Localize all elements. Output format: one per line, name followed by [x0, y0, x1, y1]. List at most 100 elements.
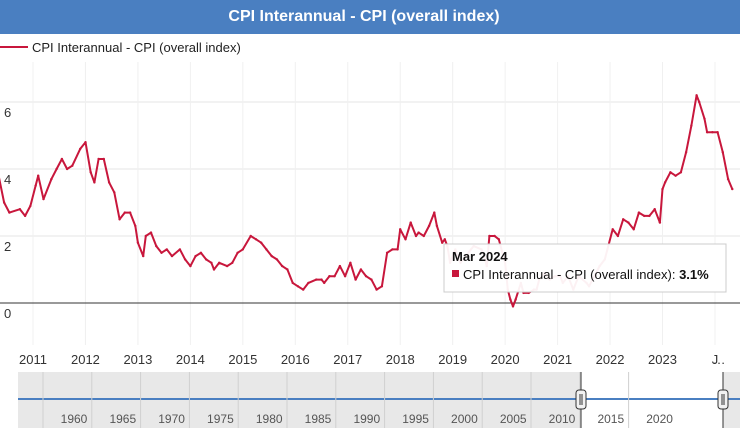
data-point[interactable]	[65, 167, 69, 171]
data-point[interactable]	[275, 258, 279, 261]
data-point[interactable]	[661, 187, 664, 191]
data-point[interactable]	[29, 204, 32, 208]
data-point[interactable]	[286, 268, 289, 271]
data-point[interactable]	[34, 184, 37, 187]
data-point[interactable]	[128, 211, 132, 214]
data-point[interactable]	[165, 248, 168, 251]
data-point[interactable]	[698, 100, 701, 104]
data-point[interactable]	[178, 248, 182, 251]
data-point[interactable]	[315, 278, 318, 281]
data-point[interactable]	[370, 278, 373, 281]
data-point[interactable]	[204, 258, 208, 261]
data-point[interactable]	[695, 94, 698, 97]
data-point[interactable]	[375, 288, 378, 291]
data-point[interactable]	[643, 214, 646, 218]
data-point[interactable]	[281, 264, 284, 268]
data-point[interactable]	[212, 268, 216, 271]
data-point[interactable]	[441, 241, 444, 244]
data-point[interactable]	[225, 264, 229, 268]
data-point[interactable]	[422, 234, 425, 238]
data-point[interactable]	[2, 201, 6, 204]
data-point[interactable]	[509, 298, 512, 301]
data-point[interactable]	[514, 298, 517, 301]
data-point[interactable]	[189, 264, 192, 268]
data-point[interactable]	[333, 275, 336, 278]
data-point[interactable]	[149, 231, 153, 234]
data-point[interactable]	[142, 254, 145, 258]
data-point[interactable]	[653, 208, 656, 211]
data-point[interactable]	[270, 254, 273, 258]
data-point[interactable]	[338, 264, 342, 268]
navigator-right-handle[interactable]	[717, 389, 729, 410]
data-point[interactable]	[118, 218, 121, 221]
data-point[interactable]	[134, 224, 137, 228]
data-point[interactable]	[231, 261, 234, 264]
data-point[interactable]	[409, 221, 412, 224]
data-point[interactable]	[349, 261, 352, 264]
data-point[interactable]	[354, 278, 357, 281]
data-point[interactable]	[265, 248, 268, 251]
data-point[interactable]	[236, 251, 239, 254]
data-point[interactable]	[404, 238, 407, 241]
data-point[interactable]	[8, 211, 11, 214]
data-point[interactable]	[113, 191, 116, 194]
data-point[interactable]	[637, 211, 641, 214]
data-point[interactable]	[71, 164, 74, 167]
data-point[interactable]	[84, 141, 87, 144]
data-point[interactable]	[690, 124, 693, 127]
data-point[interactable]	[42, 197, 45, 201]
data-point[interactable]	[18, 208, 22, 211]
data-point[interactable]	[160, 251, 163, 254]
data-point[interactable]	[307, 281, 310, 285]
data-point[interactable]	[136, 241, 140, 244]
data-point[interactable]	[107, 181, 111, 184]
data-point[interactable]	[488, 234, 491, 238]
data-point[interactable]	[658, 221, 662, 224]
data-point[interactable]	[55, 167, 58, 171]
data-point[interactable]	[343, 275, 347, 278]
data-point[interactable]	[721, 151, 724, 154]
data-point[interactable]	[684, 151, 688, 154]
data-point[interactable]	[210, 261, 213, 264]
data-point[interactable]	[622, 218, 625, 221]
data-point[interactable]	[711, 131, 714, 134]
data-point[interactable]	[23, 214, 27, 218]
data-point[interactable]	[194, 254, 197, 258]
data-point[interactable]	[663, 181, 667, 184]
data-point[interactable]	[323, 281, 326, 285]
data-point[interactable]	[435, 224, 439, 228]
data-point[interactable]	[199, 251, 203, 254]
data-point[interactable]	[123, 211, 127, 214]
data-point[interactable]	[616, 234, 620, 238]
data-point[interactable]	[89, 171, 92, 174]
data-point[interactable]	[296, 285, 300, 288]
data-point[interactable]	[170, 254, 174, 258]
data-point[interactable]	[705, 131, 709, 134]
data-point[interactable]	[648, 214, 651, 218]
data-point[interactable]	[427, 224, 431, 228]
data-point[interactable]	[391, 248, 394, 251]
data-point[interactable]	[102, 157, 106, 161]
data-point[interactable]	[703, 117, 706, 121]
data-point[interactable]	[396, 248, 399, 251]
data-point[interactable]	[359, 268, 363, 271]
data-point[interactable]	[627, 221, 630, 224]
data-point[interactable]	[433, 211, 436, 214]
data-point[interactable]	[493, 234, 496, 238]
data-point[interactable]	[291, 281, 294, 285]
data-point[interactable]	[716, 131, 719, 134]
data-point[interactable]	[183, 258, 187, 261]
data-point[interactable]	[37, 174, 40, 177]
data-point[interactable]	[79, 147, 82, 151]
data-point[interactable]	[249, 234, 252, 238]
navigator-left-handle[interactable]	[575, 389, 587, 410]
data-point[interactable]	[320, 278, 323, 281]
data-point[interactable]	[241, 248, 244, 251]
data-point[interactable]	[93, 181, 96, 184]
navigator[interactable]: 1960 1965 1970 1975 1980 1985 1990 1995 2000 2005…	[18, 372, 740, 428]
data-point[interactable]	[497, 238, 500, 241]
data-point[interactable]	[632, 228, 635, 231]
data-point[interactable]	[380, 285, 384, 288]
data-point[interactable]	[328, 275, 331, 278]
data-point[interactable]	[443, 238, 446, 241]
